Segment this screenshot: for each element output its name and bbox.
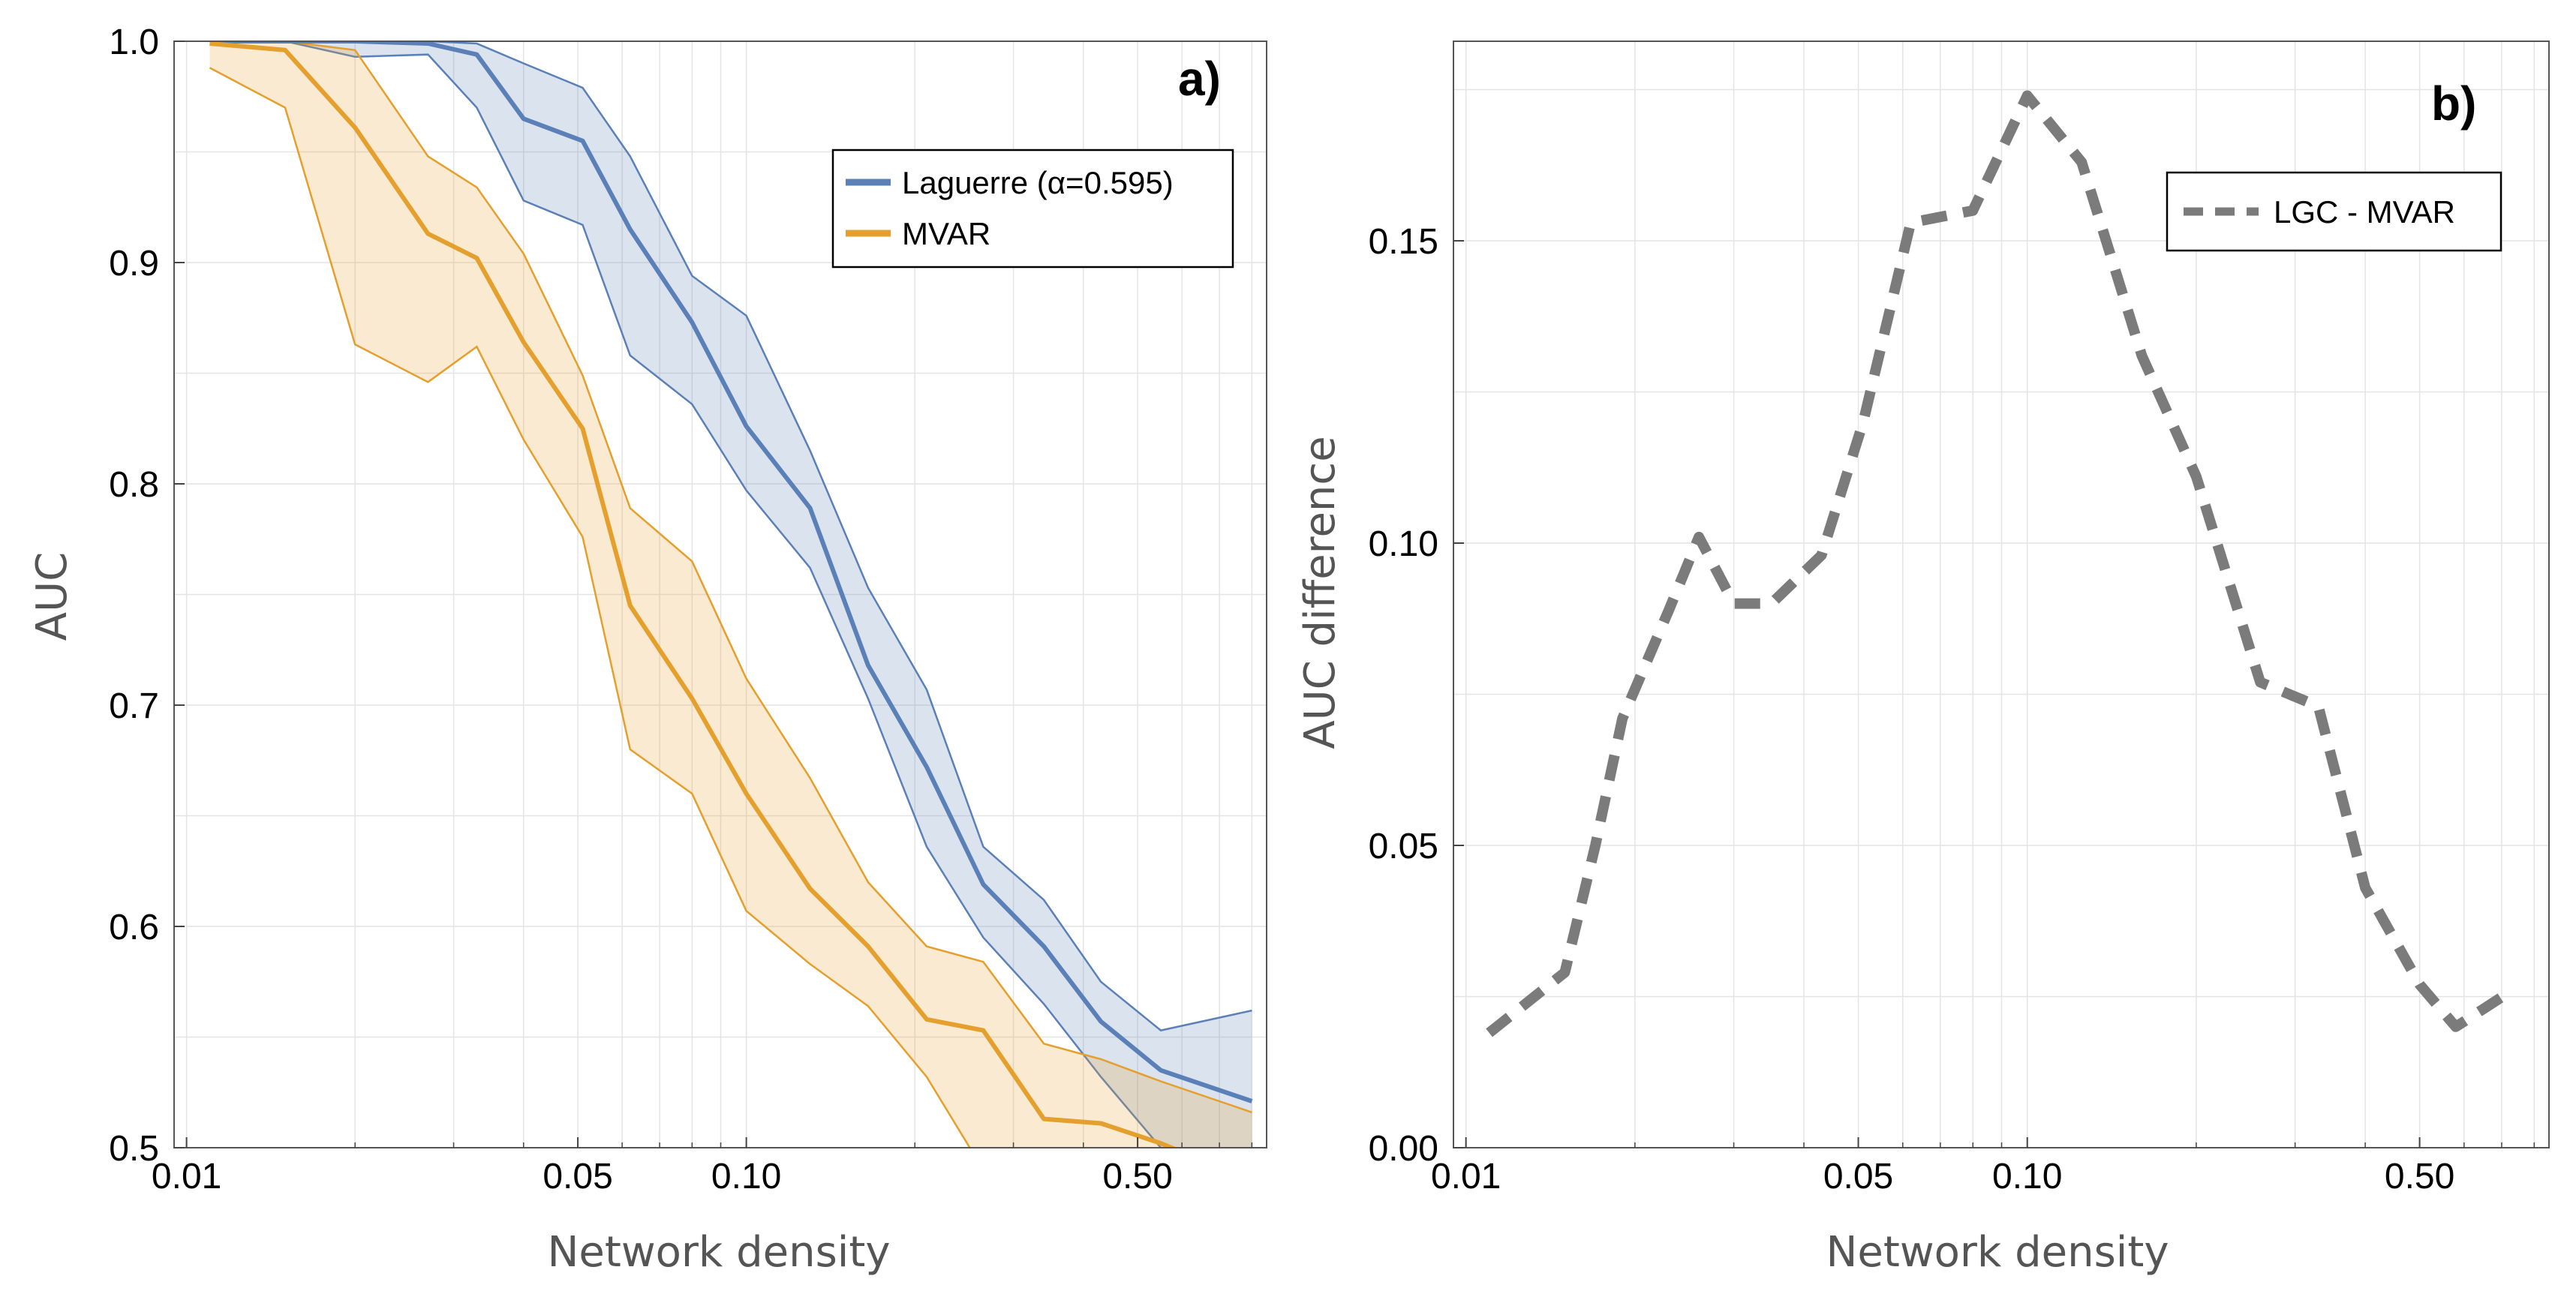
panel-b-ticks: 0.01 0.05 0.10 0.50 0.00 0.05 0.10 0.15 <box>1369 222 2535 1196</box>
y-tick-label: 0.9 <box>109 244 159 284</box>
panel-b-label: b) <box>2431 77 2476 131</box>
panel-a-x-axis-title: Network density <box>548 1228 891 1277</box>
x-tick-label: 0.50 <box>1102 1157 1172 1196</box>
y-tick-label: 1.0 <box>109 23 159 62</box>
y-tick-label: 0.10 <box>1369 524 1438 564</box>
legend-label-mvar: MVAR <box>902 216 990 251</box>
y-tick-label: 0.5 <box>109 1129 159 1169</box>
line-group-laguerre <box>209 41 1253 1103</box>
x-tick-label: 0.01 <box>152 1157 221 1196</box>
y-tick-label: 0.00 <box>1369 1129 1438 1169</box>
confidence-band-mvar <box>209 41 1252 1148</box>
panel-b-legend: LGC - MVAR <box>2166 171 2502 252</box>
x-tick-label: 0.10 <box>1992 1157 2062 1196</box>
panel-a-confidence-bands <box>209 41 1252 1148</box>
series-line-laguerre <box>209 41 1253 1103</box>
line-group-mvar <box>209 41 1178 1148</box>
panel-a-ticks: 0.01 0.05 0.10 0.50 0.5 0.6 0.7 0.8 0.9 1.0 <box>109 23 1253 1196</box>
panel-a-legend: Laguerre (α=0.595) MVAR <box>831 149 1234 269</box>
y-tick-label: 0.6 <box>109 908 159 947</box>
panel-b-y-axis-title: AUC difference <box>1296 436 1345 749</box>
confidence-band-laguerre <box>209 41 1252 1148</box>
band-edge-laguerre <box>209 41 1165 1148</box>
x-tick-label: 0.01 <box>1431 1157 1501 1196</box>
panel-a-series-lines <box>209 41 1253 1148</box>
x-tick-label: 0.10 <box>711 1157 781 1196</box>
y-tick-label: 0.7 <box>109 686 159 726</box>
legend-label-difference: LGC - MVAR <box>2274 194 2455 230</box>
panel-a-auc-chart: 0.01 0.05 0.10 0.50 0.5 0.6 0.7 0.8 0.9 1.0 a) La… <box>28 23 1267 1277</box>
panel-a-y-axis-title: AUC <box>28 552 77 641</box>
band-edge-mvar <box>209 41 1252 1113</box>
panel-a-legend-box <box>831 149 1234 269</box>
panel-b-series-lines <box>1486 90 2515 1037</box>
panel-a-label: a) <box>1178 52 1221 106</box>
x-tick-label: 0.05 <box>1823 1157 1893 1196</box>
panel-b-x-axis-title: Network density <box>1826 1228 2169 1277</box>
y-tick-label: 0.05 <box>1369 827 1438 866</box>
series-line-difference <box>1486 90 2515 1037</box>
x-tick-label: 0.05 <box>543 1157 612 1196</box>
panel-b-auc-difference-chart: 0.01 0.05 0.10 0.50 0.00 0.05 0.10 0.15 b) LGC … <box>1296 41 2550 1277</box>
y-tick-label: 0.8 <box>109 465 159 505</box>
legend-label-laguerre: Laguerre (α=0.595) <box>902 165 1174 200</box>
band-group-mvar <box>209 41 1252 1148</box>
series-line-mvar <box>209 41 1178 1148</box>
line-group-difference <box>1486 90 2515 1037</box>
band-edge-laguerre <box>209 41 1252 1031</box>
x-tick-label: 0.50 <box>2385 1157 2454 1196</box>
band-group-laguerre <box>209 41 1252 1148</box>
y-tick-label: 0.15 <box>1369 222 1438 262</box>
band-edge-mvar <box>209 67 971 1148</box>
